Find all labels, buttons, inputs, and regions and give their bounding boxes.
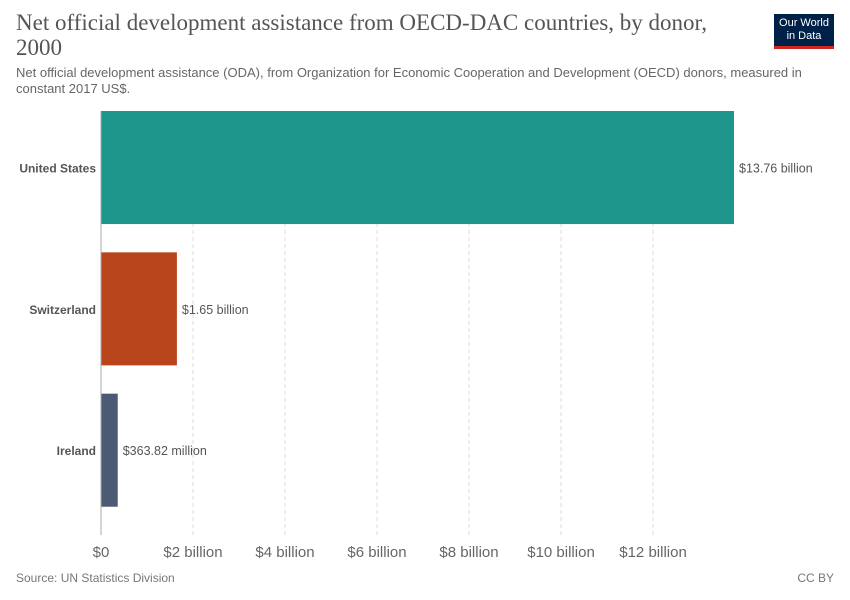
bar[interactable] [101, 252, 177, 366]
license-note[interactable]: CC BY [797, 571, 834, 585]
x-tick-label: $8 billion [439, 544, 498, 560]
x-axis: $0 $2 billion $4 billion $6 billion $8 billi… [93, 111, 687, 560]
logo-line-1: Our World [779, 17, 829, 29]
x-tick-label: $4 billion [255, 544, 314, 560]
logo-line-2: in Data [786, 30, 822, 42]
data-label: $363.82 million [123, 444, 207, 458]
bar-chart: United States $13.76 billion Switzerland $1… [19, 111, 813, 560]
owid-logo[interactable]: Our World in Data [774, 14, 834, 49]
data-label: $1.65 billion [182, 303, 249, 317]
x-tick-label: $12 billion [619, 544, 687, 560]
bars: United States $13.76 billion Switzerland $1… [19, 111, 813, 507]
x-tick-label: $10 billion [527, 544, 595, 560]
x-tick-label: $0 [93, 544, 110, 560]
source-note[interactable]: Source: UN Statistics Division [16, 571, 175, 585]
bar[interactable] [101, 111, 734, 225]
category-label: Switzerland [29, 303, 96, 317]
chart-title: Net official development assistance from… [16, 10, 708, 60]
bar[interactable] [101, 393, 118, 507]
category-label: United States [19, 162, 96, 176]
x-tick-label: $2 billion [163, 544, 222, 560]
chart-subtitle: Net official development assistance (ODA… [16, 65, 802, 96]
data-label: $13.76 billion [739, 162, 813, 176]
x-tick-label: $6 billion [347, 544, 406, 560]
category-label: Ireland [57, 444, 96, 458]
